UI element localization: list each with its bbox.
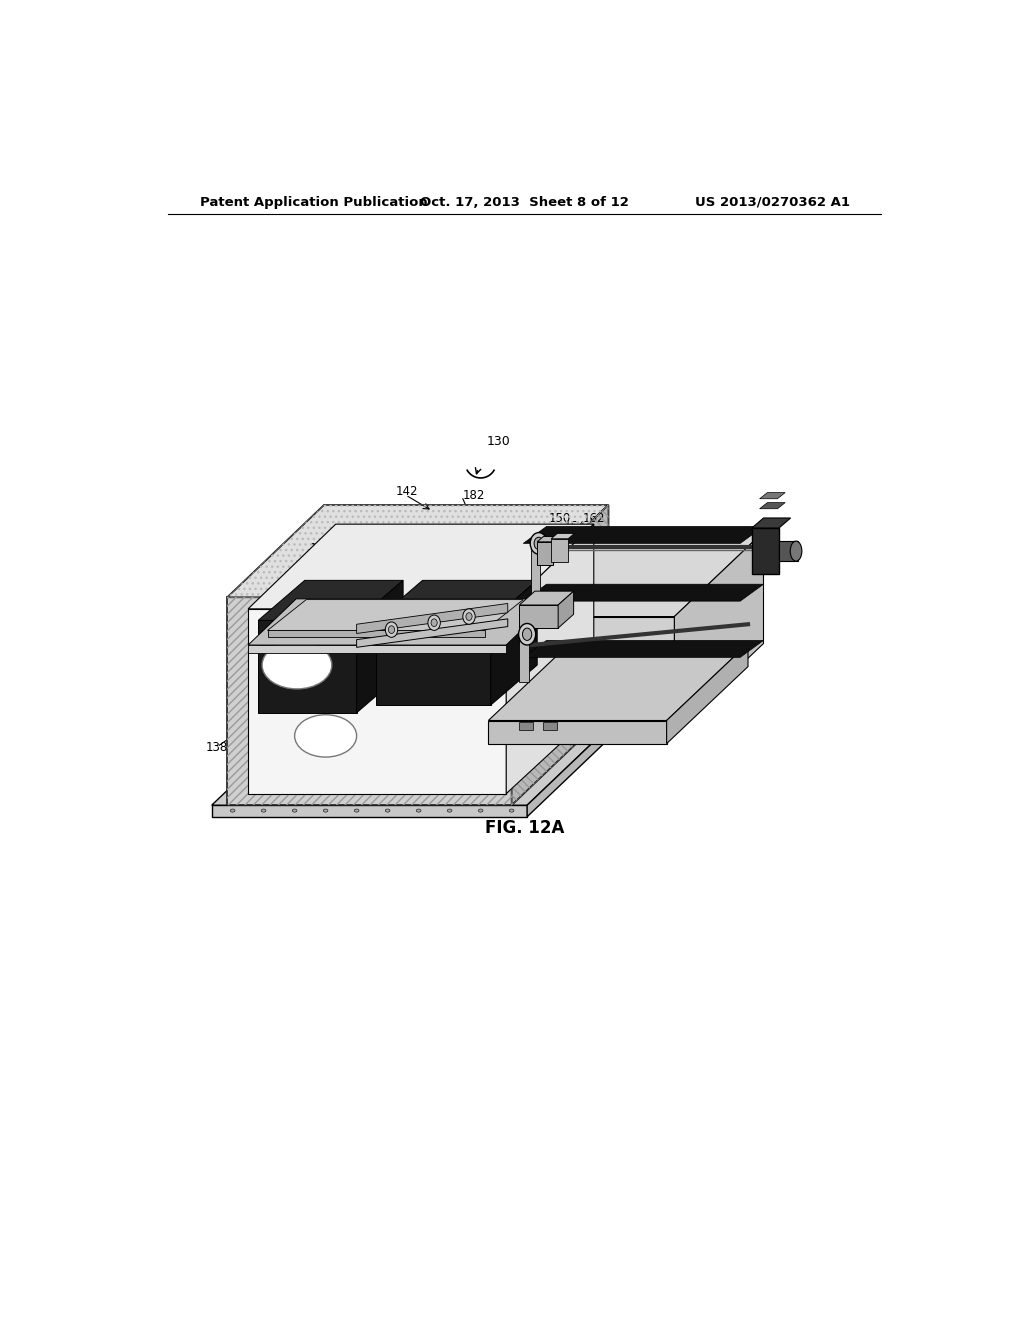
Polygon shape (515, 616, 675, 729)
Ellipse shape (431, 619, 437, 627)
Polygon shape (488, 721, 667, 743)
Polygon shape (376, 620, 490, 705)
Ellipse shape (530, 533, 547, 554)
Ellipse shape (354, 809, 359, 812)
Polygon shape (675, 532, 764, 729)
Text: 146: 146 (488, 589, 511, 602)
Polygon shape (538, 536, 559, 543)
Polygon shape (531, 544, 547, 549)
Polygon shape (227, 506, 608, 597)
Polygon shape (519, 722, 534, 730)
Text: 174: 174 (506, 585, 528, 598)
Polygon shape (267, 599, 523, 631)
Polygon shape (212, 713, 624, 805)
Polygon shape (512, 506, 608, 805)
Text: Oct. 17, 2013  Sheet 8 of 12: Oct. 17, 2013 Sheet 8 of 12 (421, 195, 629, 209)
Text: 134: 134 (309, 541, 332, 554)
Polygon shape (267, 631, 484, 636)
Text: 162: 162 (562, 628, 585, 640)
Polygon shape (760, 503, 785, 508)
Polygon shape (356, 581, 403, 713)
Ellipse shape (385, 809, 390, 812)
Polygon shape (506, 524, 594, 793)
Polygon shape (258, 620, 356, 713)
Text: 130: 130 (486, 436, 511, 449)
Text: 170: 170 (569, 606, 592, 619)
Polygon shape (519, 605, 558, 628)
Text: 22: 22 (290, 635, 304, 648)
Polygon shape (488, 644, 748, 721)
Polygon shape (543, 722, 557, 730)
Ellipse shape (447, 809, 452, 812)
Ellipse shape (417, 809, 421, 812)
Text: 158: 158 (527, 729, 550, 742)
Polygon shape (538, 543, 553, 565)
Polygon shape (527, 713, 624, 817)
Ellipse shape (292, 809, 297, 812)
Text: 138: 138 (206, 741, 227, 754)
Polygon shape (519, 591, 573, 605)
Ellipse shape (295, 714, 356, 758)
Polygon shape (523, 585, 764, 601)
Text: US 2013/0270362 A1: US 2013/0270362 A1 (694, 195, 850, 209)
Ellipse shape (466, 612, 472, 620)
Polygon shape (490, 581, 538, 705)
Text: 178: 178 (449, 565, 471, 578)
Ellipse shape (324, 809, 328, 812)
Text: 150: 150 (549, 512, 571, 525)
Ellipse shape (230, 809, 234, 812)
Ellipse shape (522, 628, 531, 640)
Text: 166: 166 (667, 628, 689, 640)
Polygon shape (248, 599, 554, 645)
Polygon shape (248, 609, 506, 793)
Polygon shape (752, 517, 791, 528)
Text: 182: 182 (529, 615, 552, 628)
Polygon shape (356, 603, 508, 634)
Polygon shape (248, 524, 594, 609)
Polygon shape (356, 619, 508, 647)
Polygon shape (523, 527, 764, 544)
Polygon shape (558, 591, 573, 628)
Ellipse shape (428, 615, 440, 631)
Polygon shape (258, 581, 403, 620)
Text: 22: 22 (305, 708, 319, 721)
Polygon shape (212, 805, 527, 817)
Polygon shape (760, 492, 785, 499)
Polygon shape (752, 528, 779, 574)
Ellipse shape (535, 537, 544, 549)
Text: Patent Application Publication: Patent Application Publication (200, 195, 428, 209)
Text: 146: 146 (456, 577, 478, 590)
Polygon shape (515, 532, 764, 616)
Ellipse shape (463, 609, 475, 624)
Text: FIG. 12A: FIG. 12A (485, 820, 564, 837)
Ellipse shape (261, 809, 266, 812)
Polygon shape (376, 581, 538, 620)
Ellipse shape (388, 626, 394, 634)
Text: 142: 142 (395, 484, 418, 498)
Ellipse shape (791, 541, 802, 561)
Text: 146: 146 (362, 536, 385, 548)
Text: 182: 182 (463, 490, 485, 502)
Ellipse shape (262, 642, 332, 689)
Ellipse shape (478, 809, 483, 812)
Polygon shape (551, 539, 568, 562)
Polygon shape (779, 541, 799, 561)
Polygon shape (519, 635, 528, 682)
Text: 150: 150 (550, 618, 572, 631)
Polygon shape (519, 628, 535, 635)
Ellipse shape (518, 623, 536, 645)
Text: 146: 146 (490, 630, 513, 643)
Polygon shape (523, 640, 764, 657)
Text: 158: 158 (492, 734, 513, 747)
Text: 154: 154 (563, 520, 586, 533)
Polygon shape (551, 533, 574, 539)
Text: 162: 162 (583, 512, 605, 525)
Polygon shape (667, 644, 748, 743)
Ellipse shape (385, 622, 397, 638)
Text: 142: 142 (423, 598, 445, 611)
Polygon shape (227, 597, 512, 805)
Ellipse shape (509, 809, 514, 812)
Polygon shape (531, 549, 541, 605)
Polygon shape (248, 645, 506, 653)
